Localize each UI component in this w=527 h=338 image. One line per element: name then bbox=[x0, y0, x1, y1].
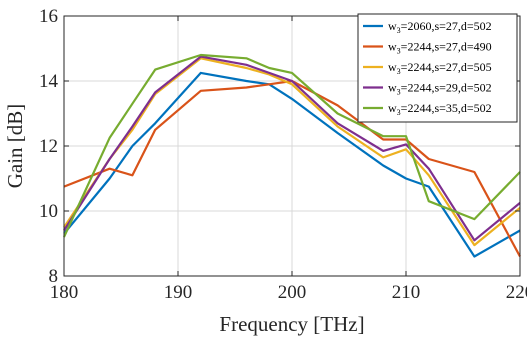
y-tick-label: 8 bbox=[49, 266, 59, 287]
series-line-2 bbox=[63, 79, 521, 258]
legend-subscript: 3 bbox=[397, 26, 401, 35]
legend-entry: w3=2244,s=27,d=490 bbox=[388, 40, 492, 56]
x-tick-label: 190 bbox=[164, 282, 193, 303]
legend-entry: w3=2060,s=27,d=502 bbox=[388, 19, 492, 35]
legend: w3=2060,s=27,d=502w3=2244,s=27,d=490w3=2… bbox=[357, 13, 518, 123]
legend-suffix: =2244,s=27,d=490 bbox=[401, 40, 492, 54]
x-axis-label: Frequency [THz] bbox=[219, 312, 364, 336]
legend-prefix: w bbox=[388, 101, 397, 115]
series-layer bbox=[63, 53, 521, 258]
y-tick-label: 14 bbox=[39, 71, 59, 92]
legend-box bbox=[357, 13, 518, 123]
legend-entry: w3=2244,s=29,d=502 bbox=[388, 81, 492, 97]
legend-suffix: =2244,s=27,d=505 bbox=[401, 60, 492, 74]
series-line-5 bbox=[63, 53, 521, 238]
legend-entry: w3=2244,s=27,d=505 bbox=[388, 60, 492, 76]
x-tick-label: 180 bbox=[50, 282, 79, 303]
x-tick-label: 200 bbox=[278, 282, 307, 303]
legend-entry: w3=2244,s=35,d=502 bbox=[388, 101, 492, 117]
y-tick-label: 10 bbox=[39, 201, 58, 222]
series-line-4 bbox=[63, 55, 521, 242]
legend-subscript: 3 bbox=[397, 88, 401, 97]
legend-prefix: w bbox=[388, 81, 397, 95]
legend-subscript: 3 bbox=[397, 47, 401, 56]
x-tick-label: 210 bbox=[392, 282, 421, 303]
legend-suffix: =2244,s=29,d=502 bbox=[401, 81, 492, 95]
series-line-3 bbox=[63, 57, 521, 247]
y-tick-label: 16 bbox=[39, 6, 58, 27]
legend-subscript: 3 bbox=[397, 67, 401, 76]
legend-prefix: w bbox=[388, 40, 397, 54]
y-tick-label: 12 bbox=[39, 136, 58, 157]
legend-prefix: w bbox=[388, 60, 397, 74]
series-line-1 bbox=[63, 71, 521, 258]
axis-ticks: 180 190 200 210 220 8 10 12 14 16 bbox=[39, 6, 527, 303]
legend-subscript: 3 bbox=[397, 108, 401, 117]
legend-suffix: =2244,s=35,d=502 bbox=[401, 101, 492, 115]
y-axis-label: Gain [dB] bbox=[3, 104, 27, 189]
x-tick-label: 220 bbox=[506, 282, 527, 303]
legend-prefix: w bbox=[388, 19, 397, 33]
legend-suffix: =2060,s=27,d=502 bbox=[401, 19, 492, 33]
